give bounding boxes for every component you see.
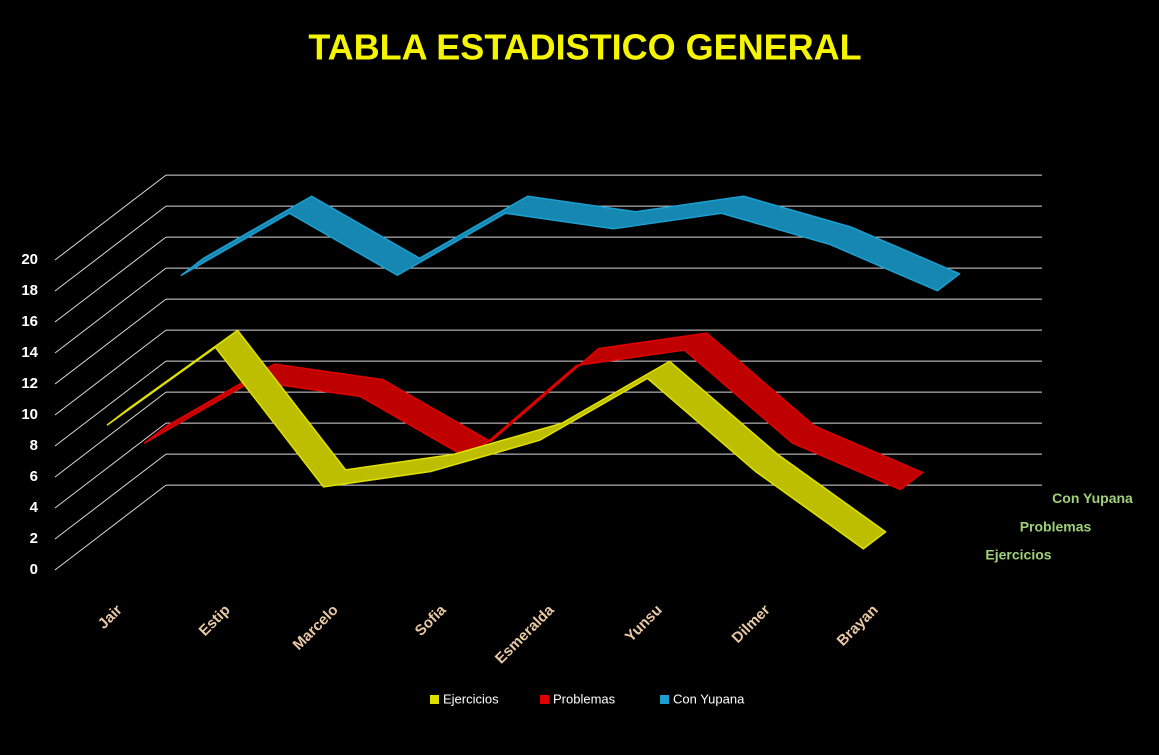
grid-diagonal <box>54 391 167 478</box>
y-tick-label: 2 <box>30 530 38 547</box>
y-tick-label: 4 <box>30 499 39 516</box>
series-ribbon <box>106 329 887 550</box>
series-ribbon <box>180 195 961 292</box>
grid-diagonal <box>54 236 167 323</box>
series-axis-label: Ejercicios <box>985 547 1051 563</box>
grid-diagonal <box>54 205 167 292</box>
grid-diagonal <box>54 484 167 571</box>
grid-diagonal <box>54 329 167 416</box>
y-tick-label: 8 <box>30 437 38 454</box>
grid-diagonal <box>54 360 167 447</box>
y-tick-label: 14 <box>21 344 38 361</box>
series-axis-label: Con Yupana <box>1052 490 1133 506</box>
grid-diagonal <box>54 422 167 509</box>
y-tick-label: 6 <box>30 468 38 485</box>
y-tick-label: 20 <box>21 251 38 268</box>
legend-label: Problemas <box>553 691 616 706</box>
chart-title: TABLA ESTADISTICO GENERAL <box>308 27 861 68</box>
grid-diagonal <box>54 453 167 540</box>
y-tick-label: 0 <box>30 561 38 578</box>
y-tick-label: 10 <box>21 406 38 423</box>
legend-label: Con Yupana <box>673 691 745 706</box>
y-tick-label: 18 <box>21 282 38 299</box>
legend-swatch <box>660 695 669 704</box>
y-tick-label: 16 <box>21 313 38 330</box>
series-ribbon <box>143 332 924 491</box>
legend-swatch <box>430 695 439 704</box>
grid-diagonal <box>54 174 167 261</box>
y-tick-label: 12 <box>21 375 38 392</box>
series-axis-label: Problemas <box>1020 518 1092 534</box>
legend-label: Ejercicios <box>443 691 499 706</box>
grid-diagonal <box>54 267 167 354</box>
legend-swatch <box>540 695 549 704</box>
grid-diagonal <box>54 298 167 385</box>
